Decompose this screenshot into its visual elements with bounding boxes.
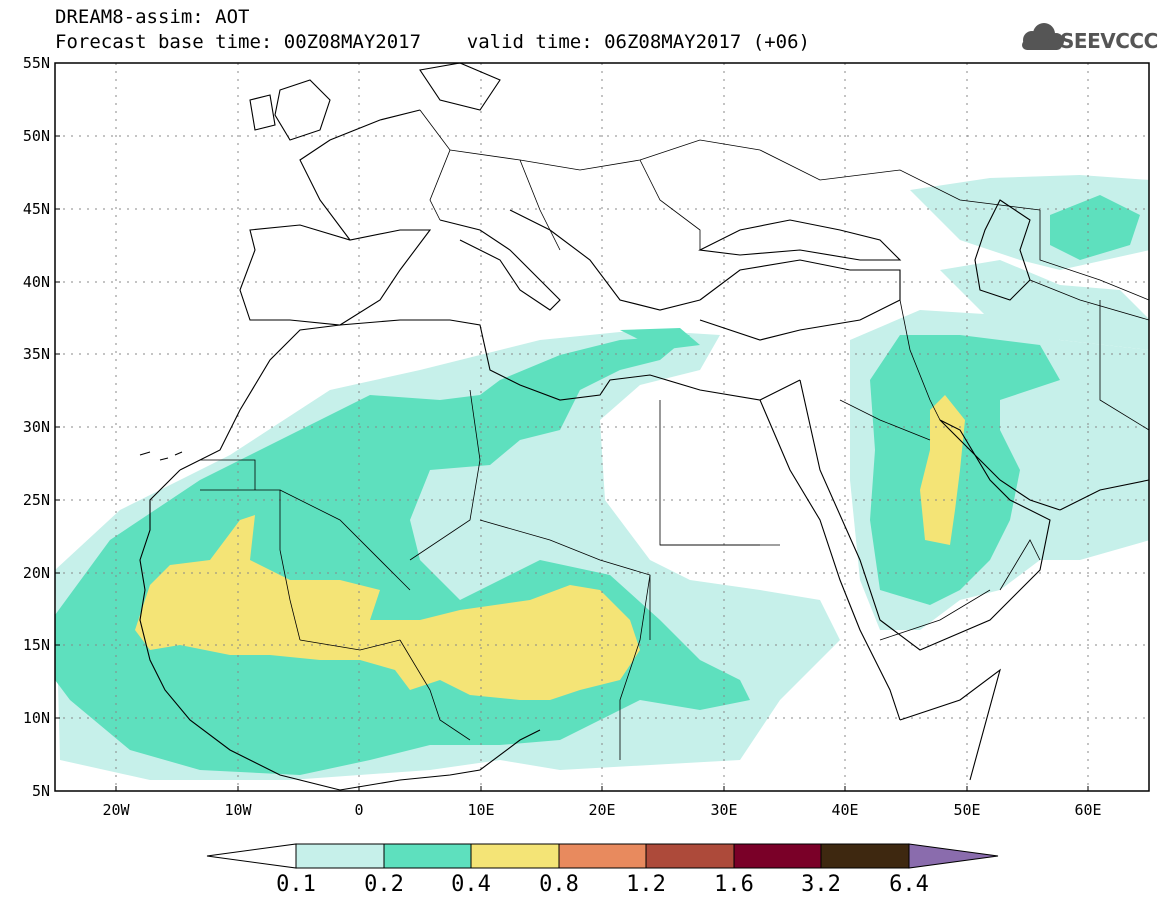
coast-ireland [249, 94, 276, 131]
lat-label-10n: 10N [22, 709, 50, 727]
lat-label-5n: 5N [31, 782, 50, 800]
colorbar-max-arrow [908, 843, 999, 869]
lat-label-20n: 20N [22, 564, 50, 582]
coast-black-sea [698, 219, 902, 261]
coast-uk [274, 79, 331, 141]
border-mali-niger [299, 639, 401, 651]
coast-balkans [509, 209, 701, 311]
coast-scandinavia [419, 63, 501, 111]
colorbar-box-1.2 [645, 843, 735, 869]
border-saudi-oman [999, 539, 1041, 591]
colorbar-label-0.2: 0.2 [364, 872, 404, 897]
colorbar-label-0.8: 0.8 [539, 872, 579, 897]
lat-lon-grid [55, 63, 1149, 791]
lat-label-35n: 35N [22, 345, 50, 363]
coast-arabia [799, 379, 1051, 651]
coast-caspian [974, 199, 1031, 301]
aot-band-0.4 [135, 515, 640, 700]
lat-label-25n: 25N [22, 491, 50, 509]
cloud-icon [1022, 23, 1064, 50]
lon-label-10e: 10E [467, 801, 495, 819]
aot-band-0.2-east [870, 335, 1060, 605]
border-russia-kaz [759, 149, 1041, 211]
border-afghan [1099, 300, 1149, 431]
colorbar-box-0.2 [383, 843, 472, 869]
coast-horn-africa [899, 668, 1001, 781]
coast-red-sea [759, 399, 901, 721]
border-europe-2 [449, 139, 761, 171]
colorbar-label-6.4: 6.4 [889, 872, 929, 897]
colorbar-box-0.1 [295, 843, 385, 869]
title-line-1: DREAM8-assim: AOT [55, 6, 250, 28]
lat-label-40n: 40N [22, 273, 50, 291]
coast-iran [1059, 479, 1149, 511]
coast-persian-gulf [939, 419, 1061, 511]
border-iran-turkmen [1029, 279, 1149, 321]
colorbar-label-0.4: 0.4 [451, 872, 491, 897]
coastlines [139, 63, 1149, 791]
border-chad-sudan [619, 574, 651, 760]
border-kazakh [1039, 210, 1149, 301]
colorbar-label-3.2: 3.2 [801, 872, 841, 897]
lat-label-45n: 45N [22, 200, 50, 218]
border-western-sahara [200, 459, 256, 490]
lat-label-30n: 30N [22, 418, 50, 436]
border-algeria [279, 489, 411, 591]
lon-label-30e: 30E [710, 801, 738, 819]
border-libya-algeria [409, 389, 481, 561]
coast-canaries [139, 451, 183, 461]
lon-label-10w: 10W [224, 801, 252, 819]
border-saudi-iraq [839, 399, 931, 441]
border-nigeria [399, 639, 471, 741]
coast-gulf-guinea [339, 729, 541, 791]
aot-band-0.2-crete [620, 328, 700, 350]
logo-text: SEEVCCC [1060, 29, 1158, 53]
border-europe-1 [419, 109, 451, 221]
lat-label-50n: 50N [22, 127, 50, 145]
aot-band-0.4-gulf [920, 395, 965, 545]
coast-north-africa [339, 319, 801, 401]
lon-label-50e: 50E [953, 801, 981, 819]
lon-label-60e: 60E [1074, 801, 1102, 819]
colorbar-label-1.2: 1.2 [626, 872, 666, 897]
colorbar-label-0.1: 0.1 [276, 872, 316, 897]
coast-west-africa [139, 469, 341, 791]
border-europe-3 [519, 159, 561, 251]
border-europe-4 [639, 159, 701, 250]
lat-label-55n: 55N [22, 54, 50, 72]
border-saudi-yemen [879, 589, 991, 641]
border-mauritania-mali [200, 489, 301, 641]
colorbar [206, 843, 999, 869]
colorbar-box-0.8 [558, 843, 647, 869]
lon-label-20e: 20E [588, 801, 616, 819]
country-borders [200, 109, 1149, 760]
axis-ticks [55, 62, 1089, 792]
aot-band-0.2-ne [1050, 195, 1140, 260]
title-line-2: Forecast base time: 00Z08MAY2017 valid t… [55, 31, 810, 53]
colorbar-min-arrow [206, 843, 297, 869]
border-libya-niger [479, 519, 651, 640]
lon-label-40e: 40E [831, 801, 859, 819]
lon-label-20w: 20W [102, 801, 130, 819]
colorbar-box-3.2 [820, 843, 910, 869]
lat-label-15n: 15N [22, 636, 50, 654]
coast-turkey [699, 259, 901, 341]
coast-italy [439, 219, 561, 311]
border-iran-iraq [899, 299, 941, 421]
coast-france [299, 109, 421, 241]
colorbar-box-0.4 [470, 843, 560, 869]
colorbar-label-1.6: 1.6 [714, 872, 754, 897]
colorbar-box-1.6 [733, 843, 822, 869]
lon-label-0: 0 [354, 801, 364, 819]
aot-contours [55, 175, 1149, 780]
coast-morocco [179, 324, 341, 471]
